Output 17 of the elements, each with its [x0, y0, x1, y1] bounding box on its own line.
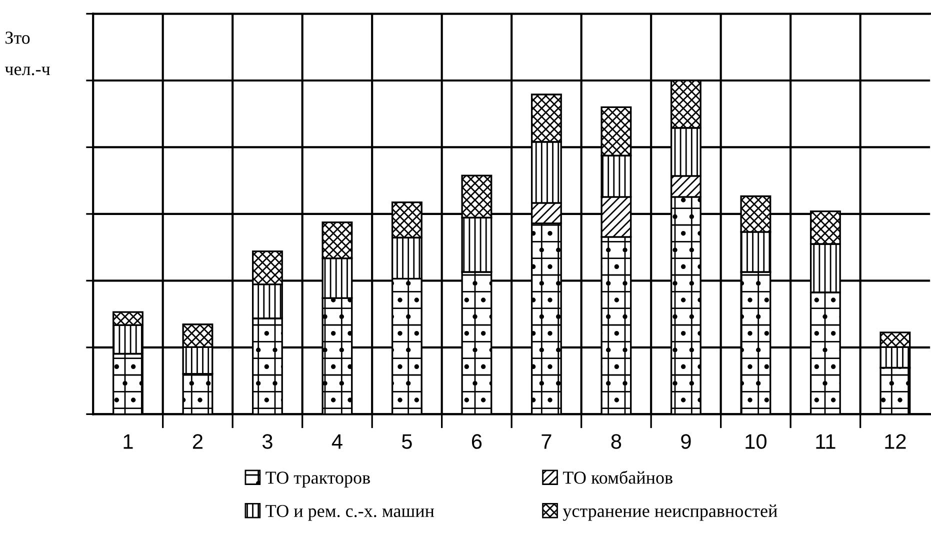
x-tick-label: 2	[192, 434, 202, 449]
x-tick-label: 10	[746, 434, 766, 449]
x-tick-label: 3	[262, 434, 272, 449]
x-tick-label: 12	[885, 434, 906, 449]
x-tick-label: 1	[124, 434, 133, 449]
legend-label: ТО комбайнов	[562, 470, 672, 484]
x-tick-label: 8	[611, 434, 622, 449]
text: Зто чел.-ч	[4, 32, 50, 76]
legend-label: ТО тракторов	[266, 472, 370, 488]
x-tick-label: 5	[402, 434, 412, 449]
legend-label: устранение неисправностей	[562, 504, 778, 521]
legend-label: ТО и рем. с.-х. машин	[266, 504, 434, 521]
x-tick-label: 11	[816, 434, 836, 449]
x-tick-label: 7	[542, 434, 552, 449]
x-tick-label: 6	[472, 434, 482, 449]
x-tick-label: 4	[332, 434, 342, 449]
x-tick-label: 9	[681, 434, 691, 449]
